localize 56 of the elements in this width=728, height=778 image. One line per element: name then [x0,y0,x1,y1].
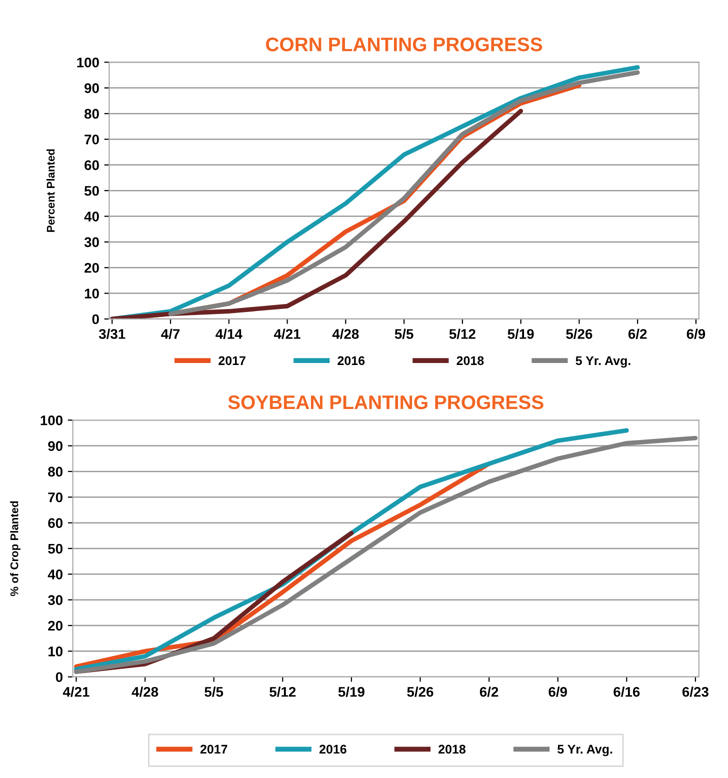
y-tick-label: 40 [84,212,99,222]
y-tick-label: 20 [48,620,63,631]
legend-label: 2018 [438,744,466,754]
y-tick-label: 70 [84,134,99,144]
legend-label: 2016 [338,356,365,366]
x-tick-label: 6/9 [686,328,706,340]
y-tick-label: 50 [84,186,99,196]
legend-label: 2016 [319,744,346,754]
x-tick-label: 4/21 [274,328,300,340]
x-tick-label: 5/19 [508,328,534,340]
legend-label: 2018 [456,356,484,366]
x-tick-label: 3/31 [98,328,126,340]
y-tick-label: 80 [84,108,99,119]
y-tick-label: 40 [48,570,63,580]
y-tick-label: 0 [92,314,99,324]
y-tick-label: 90 [84,83,99,94]
x-tick-label: 4/14 [216,328,242,340]
x-tick-label: 6/23 [682,686,708,697]
x-tick-label: 4/7 [161,328,180,340]
y-tick-label: 30 [84,237,99,248]
x-tick-label: 6/16 [614,686,640,697]
y-tick-label: 10 [84,288,99,298]
x-tick-label: 5/12 [270,686,296,697]
x-tick-label: 4/28 [332,328,359,340]
y-tick-label: 20 [84,262,99,273]
x-tick-label: 5/5 [204,686,224,697]
x-tick-label: 5/5 [394,328,414,340]
x-tick-label: 4/21 [62,686,90,697]
line-series [110,108,524,319]
y-tick-label: 10 [48,646,63,656]
y-tick-label: 80 [48,466,63,477]
x-tick-label: 5/26 [407,686,434,697]
legend-label: 5 Yr. Avg. [558,744,612,756]
y-tick-label: 90 [48,441,63,451]
x-tick-label: 4/28 [132,686,158,697]
y-tick-label: 60 [48,518,63,528]
y-tick-label: 60 [84,160,99,170]
x-tick-label: 6/9 [548,686,567,697]
legend-label: 5 Yr. Avg. [576,356,630,368]
chart-title: CORN PLANTING PROGRESS [266,38,542,52]
chart-title: SOYBEAN PLANTING PROGRESS [228,395,544,410]
y-axis-title: Percent Planted [46,149,55,232]
y-tick-label: 70 [48,492,63,502]
y-axis-title: % of Crop Planted [10,501,20,596]
x-tick-label: 6/2 [628,328,647,340]
x-tick-label: 5/12 [449,328,476,340]
y-tick-label: 50 [48,544,63,554]
legend-label: 2017 [200,744,228,754]
y-tick-label: 100 [40,415,63,426]
x-tick-label: 6/2 [480,686,498,697]
legend-label: 2017 [218,356,246,366]
x-tick-label: 5/26 [566,328,592,340]
y-tick-label: 100 [77,58,99,68]
x-tick-label: 5/19 [338,686,364,697]
y-tick-label: 0 [56,672,63,682]
y-tick-label: 30 [48,595,63,606]
